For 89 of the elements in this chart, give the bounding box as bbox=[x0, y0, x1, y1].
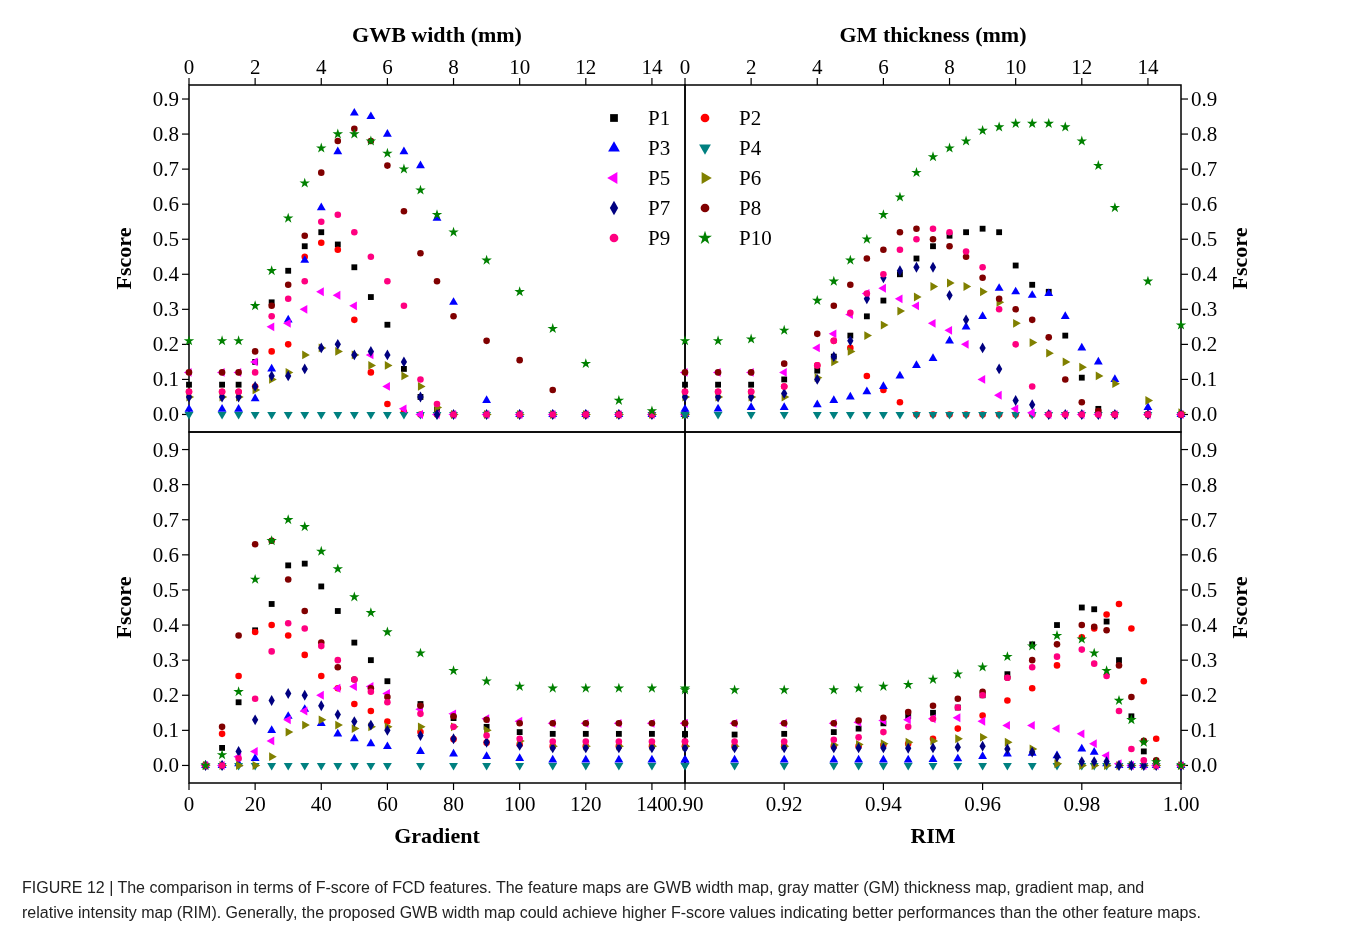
legend-label: P3 bbox=[648, 136, 671, 160]
y-tick-label: 0.6 bbox=[152, 542, 179, 567]
x-tick-label: 0.96 bbox=[964, 792, 1001, 816]
y-tick-label: 0.1 bbox=[152, 367, 179, 392]
y-tick-label: 0.2 bbox=[152, 683, 179, 708]
x-tick-label: 0.98 bbox=[1063, 792, 1101, 816]
y-axis-title: Fscore bbox=[111, 576, 136, 639]
y-tick-label: 0.7 bbox=[1191, 157, 1218, 182]
y-tick-label: 0.0 bbox=[152, 402, 179, 427]
x-tick-label: 120 bbox=[570, 792, 602, 816]
x-tick-label: 12 bbox=[1071, 55, 1093, 79]
legend-label: P7 bbox=[648, 196, 671, 220]
y-tick-label: 0.2 bbox=[1191, 332, 1218, 357]
y-axis-title: Fscore bbox=[111, 227, 136, 290]
x-tick-label: 0.94 bbox=[865, 792, 903, 816]
y-tick-label: 0.2 bbox=[1191, 683, 1218, 708]
y-tick-label: 0.9 bbox=[152, 437, 179, 462]
y-tick-label: 0.7 bbox=[1191, 507, 1218, 532]
x-tick-label: 2 bbox=[249, 55, 261, 79]
x-tick-label: 6 bbox=[382, 55, 393, 79]
y-tick-label: 0.3 bbox=[152, 297, 179, 322]
y-tick-label: 0.0 bbox=[1191, 402, 1218, 427]
y-tick-label: 0.7 bbox=[152, 507, 179, 532]
y-tick-label: 0.0 bbox=[1191, 753, 1218, 778]
x-tick-label: 80 bbox=[443, 792, 465, 816]
y-tick-label: 0.8 bbox=[1191, 122, 1218, 147]
x-tick-label: 1.00 bbox=[1162, 792, 1200, 816]
legend-label: P8 bbox=[739, 196, 762, 220]
y-axis-title: Fscore bbox=[1227, 227, 1252, 290]
y-tick-label: 0.1 bbox=[1191, 367, 1218, 392]
y-tick-label: 0.5 bbox=[1191, 227, 1218, 252]
y-tick-label: 0.4 bbox=[1191, 613, 1218, 638]
x-tick-label: 140 bbox=[636, 792, 668, 816]
y-tick-label: 0.8 bbox=[152, 472, 179, 497]
y-tick-label: 0.4 bbox=[152, 262, 180, 287]
legend-label: P10 bbox=[739, 226, 772, 250]
x-axis-title: GM thickness (mm) bbox=[839, 22, 1027, 47]
y-tick-label: 0.5 bbox=[152, 577, 179, 602]
y-tick-label: 0.1 bbox=[1191, 718, 1218, 743]
x-tick-label: 100 bbox=[503, 792, 536, 816]
y-tick-label: 0.8 bbox=[152, 122, 179, 147]
y-tick-label: 0.3 bbox=[1191, 648, 1218, 673]
y-tick-label: 0.6 bbox=[1191, 542, 1218, 567]
y-tick-label: 0.6 bbox=[152, 192, 179, 217]
x-tick-label: 0 bbox=[183, 792, 195, 816]
x-tick-label: 0.90 bbox=[666, 792, 704, 816]
x-tick-label: 60 bbox=[376, 792, 398, 816]
x-tick-label: 40 bbox=[310, 792, 332, 816]
y-tick-label: 0.4 bbox=[1191, 262, 1218, 287]
x-tick-label: 20 bbox=[244, 792, 266, 816]
legend-label: P9 bbox=[648, 226, 671, 250]
legend-label: P2 bbox=[739, 106, 762, 130]
y-tick-label: 0.0 bbox=[152, 753, 179, 778]
legend-label: P5 bbox=[648, 166, 671, 190]
y-tick-label: 0.9 bbox=[1191, 437, 1218, 462]
x-tick-label: 10 bbox=[509, 55, 531, 79]
x-tick-label: 0.92 bbox=[765, 792, 803, 816]
x-tick-label: 2 bbox=[745, 55, 757, 79]
y-tick-label: 0.2 bbox=[152, 332, 179, 357]
x-tick-label: 4 bbox=[316, 55, 328, 79]
legend-label: P1 bbox=[648, 106, 671, 130]
x-tick-label: 14 bbox=[641, 55, 663, 79]
legend-label: P6 bbox=[739, 166, 762, 190]
x-tick-label: 0 bbox=[679, 55, 691, 79]
x-axis-title: Gradient bbox=[394, 823, 481, 848]
y-tick-label: 0.1 bbox=[152, 718, 179, 743]
y-tick-label: 0.5 bbox=[1191, 577, 1218, 602]
x-tick-label: 0 bbox=[183, 55, 195, 79]
x-axis-title: RIM bbox=[910, 823, 956, 848]
y-tick-label: 0.7 bbox=[152, 157, 179, 182]
y-tick-label: 0.3 bbox=[152, 648, 179, 673]
y-tick-label: 0.3 bbox=[1191, 297, 1218, 322]
x-tick-label: 6 bbox=[878, 55, 889, 79]
y-tick-label: 0.6 bbox=[1191, 192, 1218, 217]
x-tick-label: 10 bbox=[1005, 55, 1027, 79]
x-axis-title: GWB width (mm) bbox=[352, 22, 522, 47]
y-tick-label: 0.4 bbox=[152, 613, 180, 638]
x-tick-label: 14 bbox=[1137, 55, 1159, 79]
caption: FIGURE 12 | The comparison in terms of F-score of FCD features. The feature maps are GWB width map, gray matter (GM) thickness map, gradient map, and relative intensity map (RIM). Generally, the proposed GWB width map could achieve higher F-score values indicating better performances than the other feature maps. bbox=[22, 879, 1201, 921]
y-tick-label: 0.9 bbox=[1191, 87, 1218, 112]
x-tick-label: 4 bbox=[812, 55, 824, 79]
y-tick-label: 0.8 bbox=[1191, 472, 1218, 497]
legend-label: P4 bbox=[739, 136, 762, 160]
y-tick-label: 0.5 bbox=[152, 227, 179, 252]
y-tick-label: 0.9 bbox=[152, 87, 179, 112]
y-axis-title: Fscore bbox=[1227, 576, 1252, 639]
x-tick-label: 12 bbox=[575, 55, 597, 79]
x-tick-label: 8 bbox=[944, 55, 955, 79]
x-tick-label: 8 bbox=[448, 55, 459, 79]
